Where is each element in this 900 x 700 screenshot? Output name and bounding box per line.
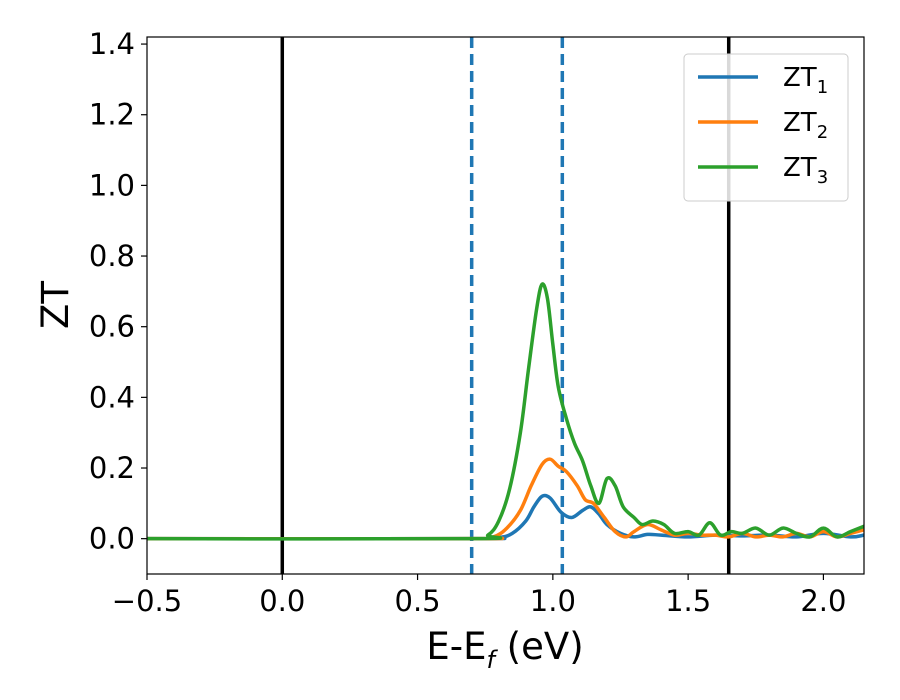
series-line-zt3: [147, 282, 864, 541]
y-tick-label: 1.2: [89, 98, 135, 132]
y-tick-label: 0.8: [89, 239, 135, 273]
x-tick-label: −0.5: [112, 584, 182, 618]
y-tick-label: 1.0: [89, 168, 135, 202]
y-tick-label: 0.4: [89, 380, 135, 414]
x-tick-label: 2.0: [800, 584, 846, 618]
x-axis-title-tail: (eV): [495, 625, 584, 668]
x-axis-title: E-Ef (eV): [426, 625, 583, 674]
x-tick-label: 0.0: [259, 584, 305, 618]
x-tick-label: 0.5: [395, 584, 441, 618]
series-line-zt2: [147, 457, 864, 541]
legend-box: [683, 53, 849, 202]
y-tick-label: 1.4: [89, 27, 135, 61]
y-tick-label: 0.2: [89, 451, 135, 485]
plot-frame: [146, 36, 865, 575]
x-tick-label: 1.5: [665, 584, 711, 618]
legend-label-zt1: ZT1: [783, 63, 828, 98]
legend-label-zt2: ZT2: [783, 108, 828, 143]
y-tick-label: 0.6: [89, 310, 135, 344]
x-tick-label: 1.0: [530, 584, 576, 618]
legend: ZT1 ZT2 ZT3: [683, 53, 849, 202]
y-tick-label: 0.0: [89, 522, 135, 556]
legend-label-zt3: ZT3: [783, 153, 828, 188]
y-axis-title: ZT: [34, 281, 77, 329]
x-axis-title-main: E-E: [426, 625, 486, 668]
